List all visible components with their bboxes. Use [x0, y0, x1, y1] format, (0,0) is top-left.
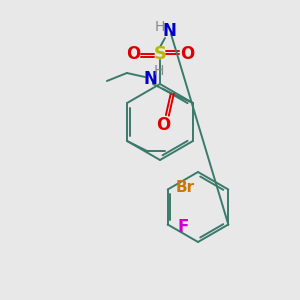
Text: F: F — [178, 218, 189, 236]
Text: N: N — [144, 70, 158, 88]
Text: O: O — [180, 45, 194, 63]
Text: O: O — [156, 116, 170, 134]
Text: Br: Br — [176, 180, 195, 195]
Text: H: H — [154, 64, 164, 78]
Text: S: S — [154, 45, 166, 63]
Text: H: H — [155, 20, 165, 34]
Text: O: O — [126, 45, 140, 63]
Text: N: N — [162, 22, 176, 40]
